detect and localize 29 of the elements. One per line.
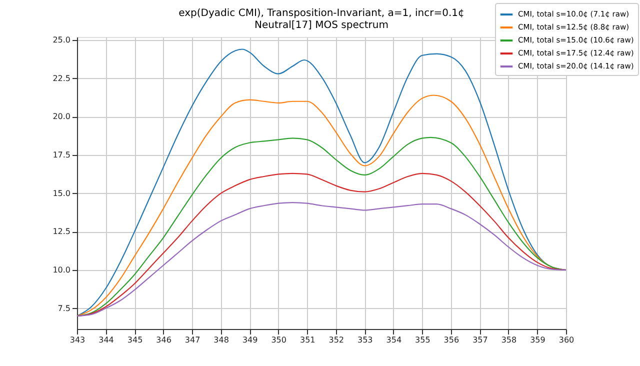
- x-tick-label: 351: [300, 336, 316, 344]
- x-tick-label: 346: [156, 336, 172, 344]
- y-tick-label: 12.5: [52, 227, 70, 236]
- y-tick-label: 20.0: [52, 112, 70, 122]
- x-tick-label: 348: [214, 336, 229, 344]
- y-tick-label: 25.0: [52, 36, 70, 45]
- y-tick-label: 10.0: [52, 265, 70, 274]
- x-tick-label: 349: [242, 336, 258, 344]
- x-tick-label: 354: [386, 336, 402, 344]
- x-tick-label: 352: [328, 336, 344, 344]
- x-tick-label: 343: [70, 336, 86, 344]
- x-tick-label: 356: [444, 336, 460, 344]
- text: Neutral[17] MOS spectrum: [254, 20, 388, 32]
- y-tick-label: 7.5: [58, 304, 70, 313]
- x-tick-label: 353: [358, 336, 373, 344]
- y-tick-label: 15.0: [52, 188, 70, 198]
- x-tick-label: 357: [472, 336, 488, 344]
- x-tick-label: 360: [558, 336, 574, 344]
- x-tick-label: 359: [530, 336, 546, 344]
- text: exp(Dyadic CMI), Transposition-Invariant, a=1, incr=0.1¢: [178, 8, 464, 20]
- y-tick-label: 22.5: [52, 74, 70, 83]
- x-tick-label: 347: [184, 336, 200, 344]
- x-tick-label: 345: [127, 336, 143, 344]
- line-series: [76, 202, 567, 317]
- x-tick-label: 358: [501, 336, 517, 344]
- x-tick-label: 350: [271, 336, 286, 344]
- x-tick-label: 344: [98, 336, 114, 344]
- x-tick-label: 355: [415, 336, 430, 344]
- y-tick-label: 17.5: [52, 150, 70, 160]
